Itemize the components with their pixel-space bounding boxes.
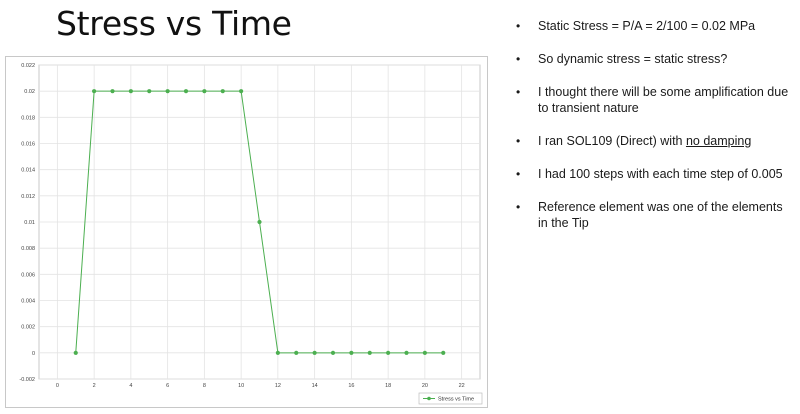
legend-box — [418, 392, 483, 405]
x-tick-label: 20 — [422, 383, 428, 389]
bullet-item: • Reference element was one of the eleme… — [512, 199, 794, 231]
bullet-text: I thought there will be some amplificati… — [538, 85, 789, 115]
data-point — [349, 350, 354, 355]
bullet-text: Reference element was one of the element… — [538, 200, 783, 230]
x-tick-label: 16 — [348, 383, 354, 389]
data-point — [386, 350, 391, 355]
data-point — [165, 89, 170, 94]
data-point — [110, 89, 115, 94]
y-tick-label: 0 — [32, 351, 35, 357]
data-point — [275, 350, 280, 355]
y-tick-label: 0.022 — [21, 63, 35, 69]
y-tick-label: -0.002 — [19, 377, 35, 383]
x-tick-label: 14 — [312, 383, 318, 389]
bullet-item: • I thought there will be some amplifica… — [512, 84, 794, 116]
x-tick-label: 2 — [93, 383, 96, 389]
slide-title: Stress vs Time — [56, 4, 292, 43]
data-point — [404, 350, 409, 355]
y-tick-label: 0.014 — [21, 168, 35, 174]
bullet-text: Static Stress = P/A = 2/100 = 0.02 MPa — [538, 19, 756, 33]
stress-vs-time-chart: 0 2 4 6 8 10 12 14 16 18 20 22 -0.002 0 0.002 0.004 0.00… — [19, 63, 483, 405]
bullet-item: • I ran SOL109 (Direct) with no damping — [512, 133, 794, 149]
bullet-list: • Static Stress = P/A = 2/100 = 0.02 MPa… — [512, 18, 794, 248]
y-tick-label: 0.02 — [24, 89, 35, 95]
data-point — [441, 350, 446, 355]
bullet-text: So dynamic stress = static stress? — [538, 52, 728, 66]
y-tick-label: 0.008 — [21, 246, 35, 252]
legend-marker — [427, 396, 431, 401]
x-tick-label: 4 — [129, 383, 132, 389]
data-point — [128, 89, 133, 94]
data-point — [422, 350, 427, 355]
x-tick-label: 8 — [203, 383, 206, 389]
bullet-dot-icon: • — [516, 134, 521, 148]
data-point — [367, 350, 372, 355]
data-point — [183, 89, 189, 94]
x-tick-label: 0 — [56, 383, 59, 389]
data-point — [239, 89, 244, 94]
bullet-dot-icon: • — [516, 85, 521, 99]
bullet-item: • Static Stress = P/A = 2/100 = 0.02 MPa — [512, 18, 794, 34]
bullet-dot-icon: • — [516, 19, 521, 33]
y-tick-label: 0.01 — [24, 220, 35, 226]
data-point — [92, 89, 97, 94]
y-tick-label: 0.016 — [21, 142, 35, 148]
bullet-item: • I had 100 steps with each time step of… — [512, 166, 794, 182]
chart-panel: 0 2 4 6 8 10 12 14 16 18 20 22 -0.002 0 0.002 0.004 0.00… — [5, 56, 488, 408]
bullet-dot-icon: • — [516, 200, 521, 214]
bullet-text-underlined: no damping — [685, 134, 752, 148]
bullet-text: I had 100 steps with each time step of 0… — [538, 167, 783, 181]
data-point — [257, 219, 262, 225]
x-tick-label: 22 — [459, 383, 465, 389]
y-tick-label: 0.006 — [21, 272, 35, 278]
x-tick-label: 12 — [275, 383, 281, 389]
data-point — [147, 89, 152, 94]
y-tick-label: 0.002 — [21, 325, 35, 331]
y-tick-label: 0.012 — [21, 194, 35, 200]
y-tick-label: 0.018 — [21, 115, 35, 121]
data-point — [220, 89, 225, 94]
bullet-text: I ran SOL109 (Direct) with — [538, 134, 686, 148]
bullet-item: • So dynamic stress = static stress? — [512, 51, 794, 67]
x-tick-label: 10 — [238, 383, 244, 389]
data-point — [294, 350, 299, 355]
data-point — [73, 350, 78, 355]
bullet-dot-icon: • — [516, 167, 521, 181]
y-tick-label: 0.004 — [21, 299, 35, 305]
bullet-dot-icon: • — [516, 52, 521, 66]
x-tick-label: 18 — [385, 383, 391, 389]
legend-label: Stress vs Time — [438, 397, 474, 403]
data-point — [330, 350, 336, 355]
x-tick-label: 6 — [166, 383, 169, 389]
data-point — [202, 89, 207, 94]
data-point — [312, 350, 317, 355]
